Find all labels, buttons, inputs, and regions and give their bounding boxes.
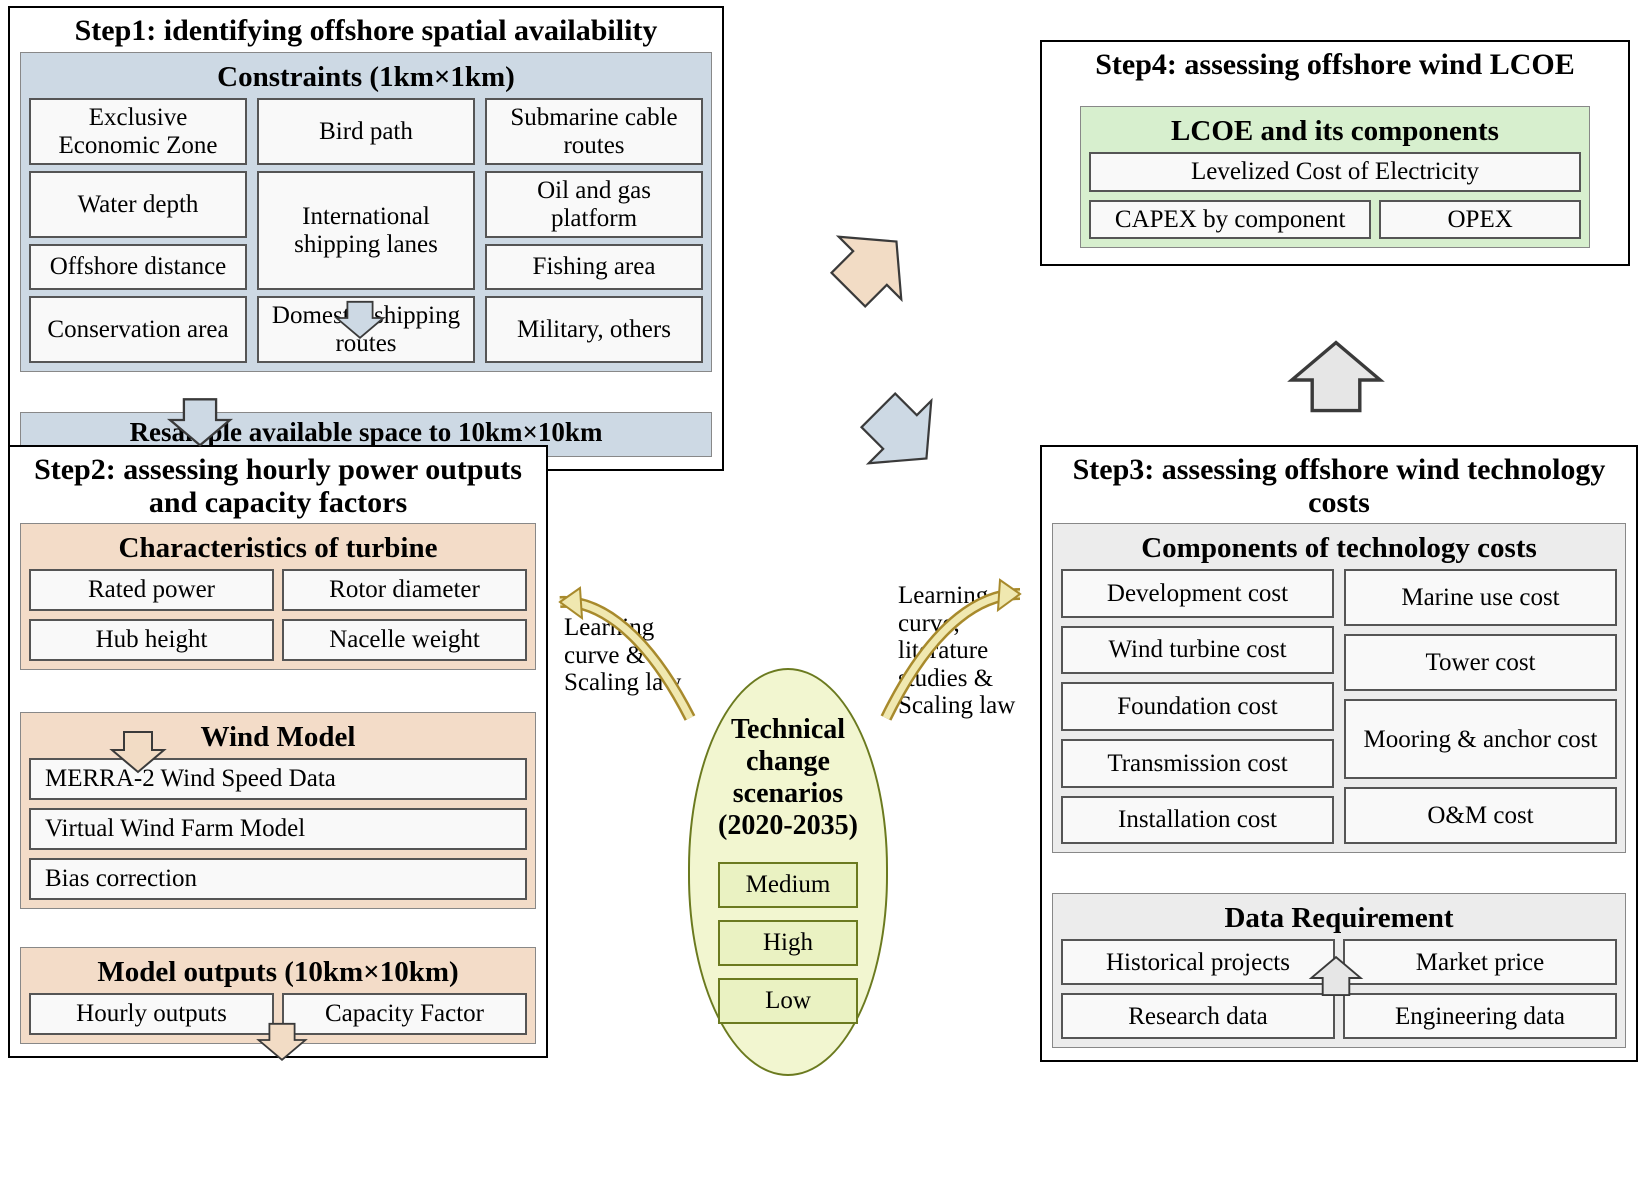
step1-title: Step1: identifying offshore spatial avai… — [20, 14, 712, 48]
wind-cell: Bias correction — [29, 858, 527, 900]
step3-data-header: Data Requirement — [1061, 902, 1617, 935]
constraint-cell: Conservation area — [29, 296, 247, 363]
step1-constraints-panel: Constraints (1km×1km) Exclusive Economic… — [20, 52, 712, 372]
constraint-cell: Military, others — [485, 296, 703, 363]
cost-cell: Installation cost — [1061, 796, 1334, 845]
data-cell: Market price — [1343, 939, 1617, 985]
step4-lcoe-panel: LCOE and its components Levelized Cost o… — [1080, 106, 1590, 248]
step3-box: Step3: assessing offshore wind technolog… — [1040, 445, 1638, 1062]
step3-comp-panel: Components of technology costs Developme… — [1052, 523, 1626, 853]
constraint-cell: Bird path — [257, 98, 475, 165]
turbine-cell: Rotor diameter — [282, 569, 527, 611]
scenario-cell: High — [718, 920, 858, 966]
cost-cell: Mooring & anchor cost — [1344, 699, 1617, 779]
step2-char-grid: Rated power Rotor diameter Hub height Na… — [29, 569, 527, 661]
lcoe-cell: Levelized Cost of Electricity — [1089, 152, 1581, 192]
cost-cell: Development cost — [1061, 569, 1334, 618]
constraint-cell: Submarine cable routes — [485, 98, 703, 165]
tc-title-line: change — [746, 746, 830, 777]
step2-outputs-panel: Model outputs (10km×10km) Hourly outputs… — [20, 947, 536, 1044]
cost-cell: Marine use cost — [1344, 569, 1617, 626]
scenario-cell: Medium — [718, 862, 858, 908]
output-cell: Hourly outputs — [29, 993, 274, 1035]
spacer — [20, 911, 536, 945]
turbine-cell: Rated power — [29, 569, 274, 611]
output-cell: Capacity Factor — [282, 993, 527, 1035]
right-learning-label: Learning curve, literature studies & Sca… — [898, 582, 1028, 720]
step3-data-panel: Data Requirement Historical projects Mar… — [1052, 893, 1626, 1048]
step3-data-grid: Historical projects Market price Researc… — [1061, 939, 1617, 1039]
constraint-cell: Exclusive Economic Zone — [29, 98, 247, 165]
step2-wind-panel: Wind Model MERRA-2 Wind Speed Data Virtu… — [20, 712, 536, 909]
tc-title-line: scenarios — [733, 778, 843, 809]
cost-cell: O&M cost — [1344, 787, 1617, 844]
step1-box: Step1: identifying offshore spatial avai… — [8, 6, 724, 471]
step1-constraints-grid: Exclusive Economic Zone Bird path Submar… — [29, 98, 703, 363]
step3-title: Step3: assessing offshore wind technolog… — [1052, 453, 1626, 519]
spacer — [20, 374, 712, 410]
arrow-step1-to-step4 — [817, 210, 928, 321]
arrow-step3-to-step4 — [1292, 343, 1380, 411]
step4-lcoe-header: LCOE and its components — [1089, 115, 1581, 148]
step2-char-header: Characteristics of turbine — [29, 532, 527, 565]
step2-char-panel: Characteristics of turbine Rated power R… — [20, 523, 536, 670]
step2-title: Step2: assessing hourly power outputs an… — [20, 453, 536, 519]
constraint-cell: International shipping lanes — [257, 171, 475, 290]
spacer — [1052, 855, 1626, 891]
cost-cell: Foundation cost — [1061, 682, 1334, 731]
step4-box: Step4: assessing offshore wind LCOE LCOE… — [1040, 40, 1630, 266]
step2-outputs-grid: Hourly outputs Capacity Factor — [29, 993, 527, 1035]
turbine-cell: Nacelle weight — [282, 619, 527, 661]
tc-title-line: Technical — [731, 714, 845, 745]
step1-constraints-header: Constraints (1km×1km) — [29, 61, 703, 94]
step4-title: Step4: assessing offshore wind LCOE — [1052, 48, 1618, 82]
cost-cell: Transmission cost — [1061, 739, 1334, 788]
constraint-cell: Oil and gas platform — [485, 171, 703, 238]
cost-cell: Wind turbine cost — [1061, 626, 1334, 675]
tech-change-title: Technical change scenarios (2020-2035) — [718, 714, 858, 843]
scenario-cell: Low — [718, 978, 858, 1024]
cost-cell: Tower cost — [1344, 634, 1617, 691]
step2-wind-grid: MERRA-2 Wind Speed Data Virtual Wind Far… — [29, 758, 527, 900]
spacer — [20, 672, 536, 710]
step2-outputs-header: Model outputs (10km×10km) — [29, 956, 527, 989]
spacer — [1052, 86, 1618, 106]
constraint-cell: Water depth — [29, 171, 247, 238]
step3-comp-header: Components of technology costs — [1061, 532, 1617, 565]
wind-cell: MERRA-2 Wind Speed Data — [29, 758, 527, 800]
constraint-cell: Fishing area — [485, 244, 703, 290]
data-cell: Historical projects — [1061, 939, 1335, 985]
tc-title-line: (2020-2035) — [718, 810, 858, 841]
constraint-cell: Offshore distance — [29, 244, 247, 290]
data-cell: Research data — [1061, 993, 1335, 1039]
constraint-cell: Domestic shipping routes — [257, 296, 475, 363]
turbine-cell: Hub height — [29, 619, 274, 661]
left-learning-label: Learning curve & Scaling law — [564, 614, 684, 697]
data-cell: Engineering data — [1343, 993, 1617, 1039]
step2-box: Step2: assessing hourly power outputs an… — [8, 445, 548, 1058]
lcoe-cell: CAPEX by component — [1089, 200, 1371, 240]
wind-cell: Virtual Wind Farm Model — [29, 808, 527, 850]
arrow-step2-to-step3 — [847, 379, 958, 490]
diagram-canvas: Step1: identifying offshore spatial avai… — [0, 0, 1650, 1190]
tech-change-oval: Technical change scenarios (2020-2035) M… — [688, 668, 888, 1076]
step2-wind-header: Wind Model — [29, 721, 527, 754]
lcoe-cell: OPEX — [1379, 200, 1581, 240]
